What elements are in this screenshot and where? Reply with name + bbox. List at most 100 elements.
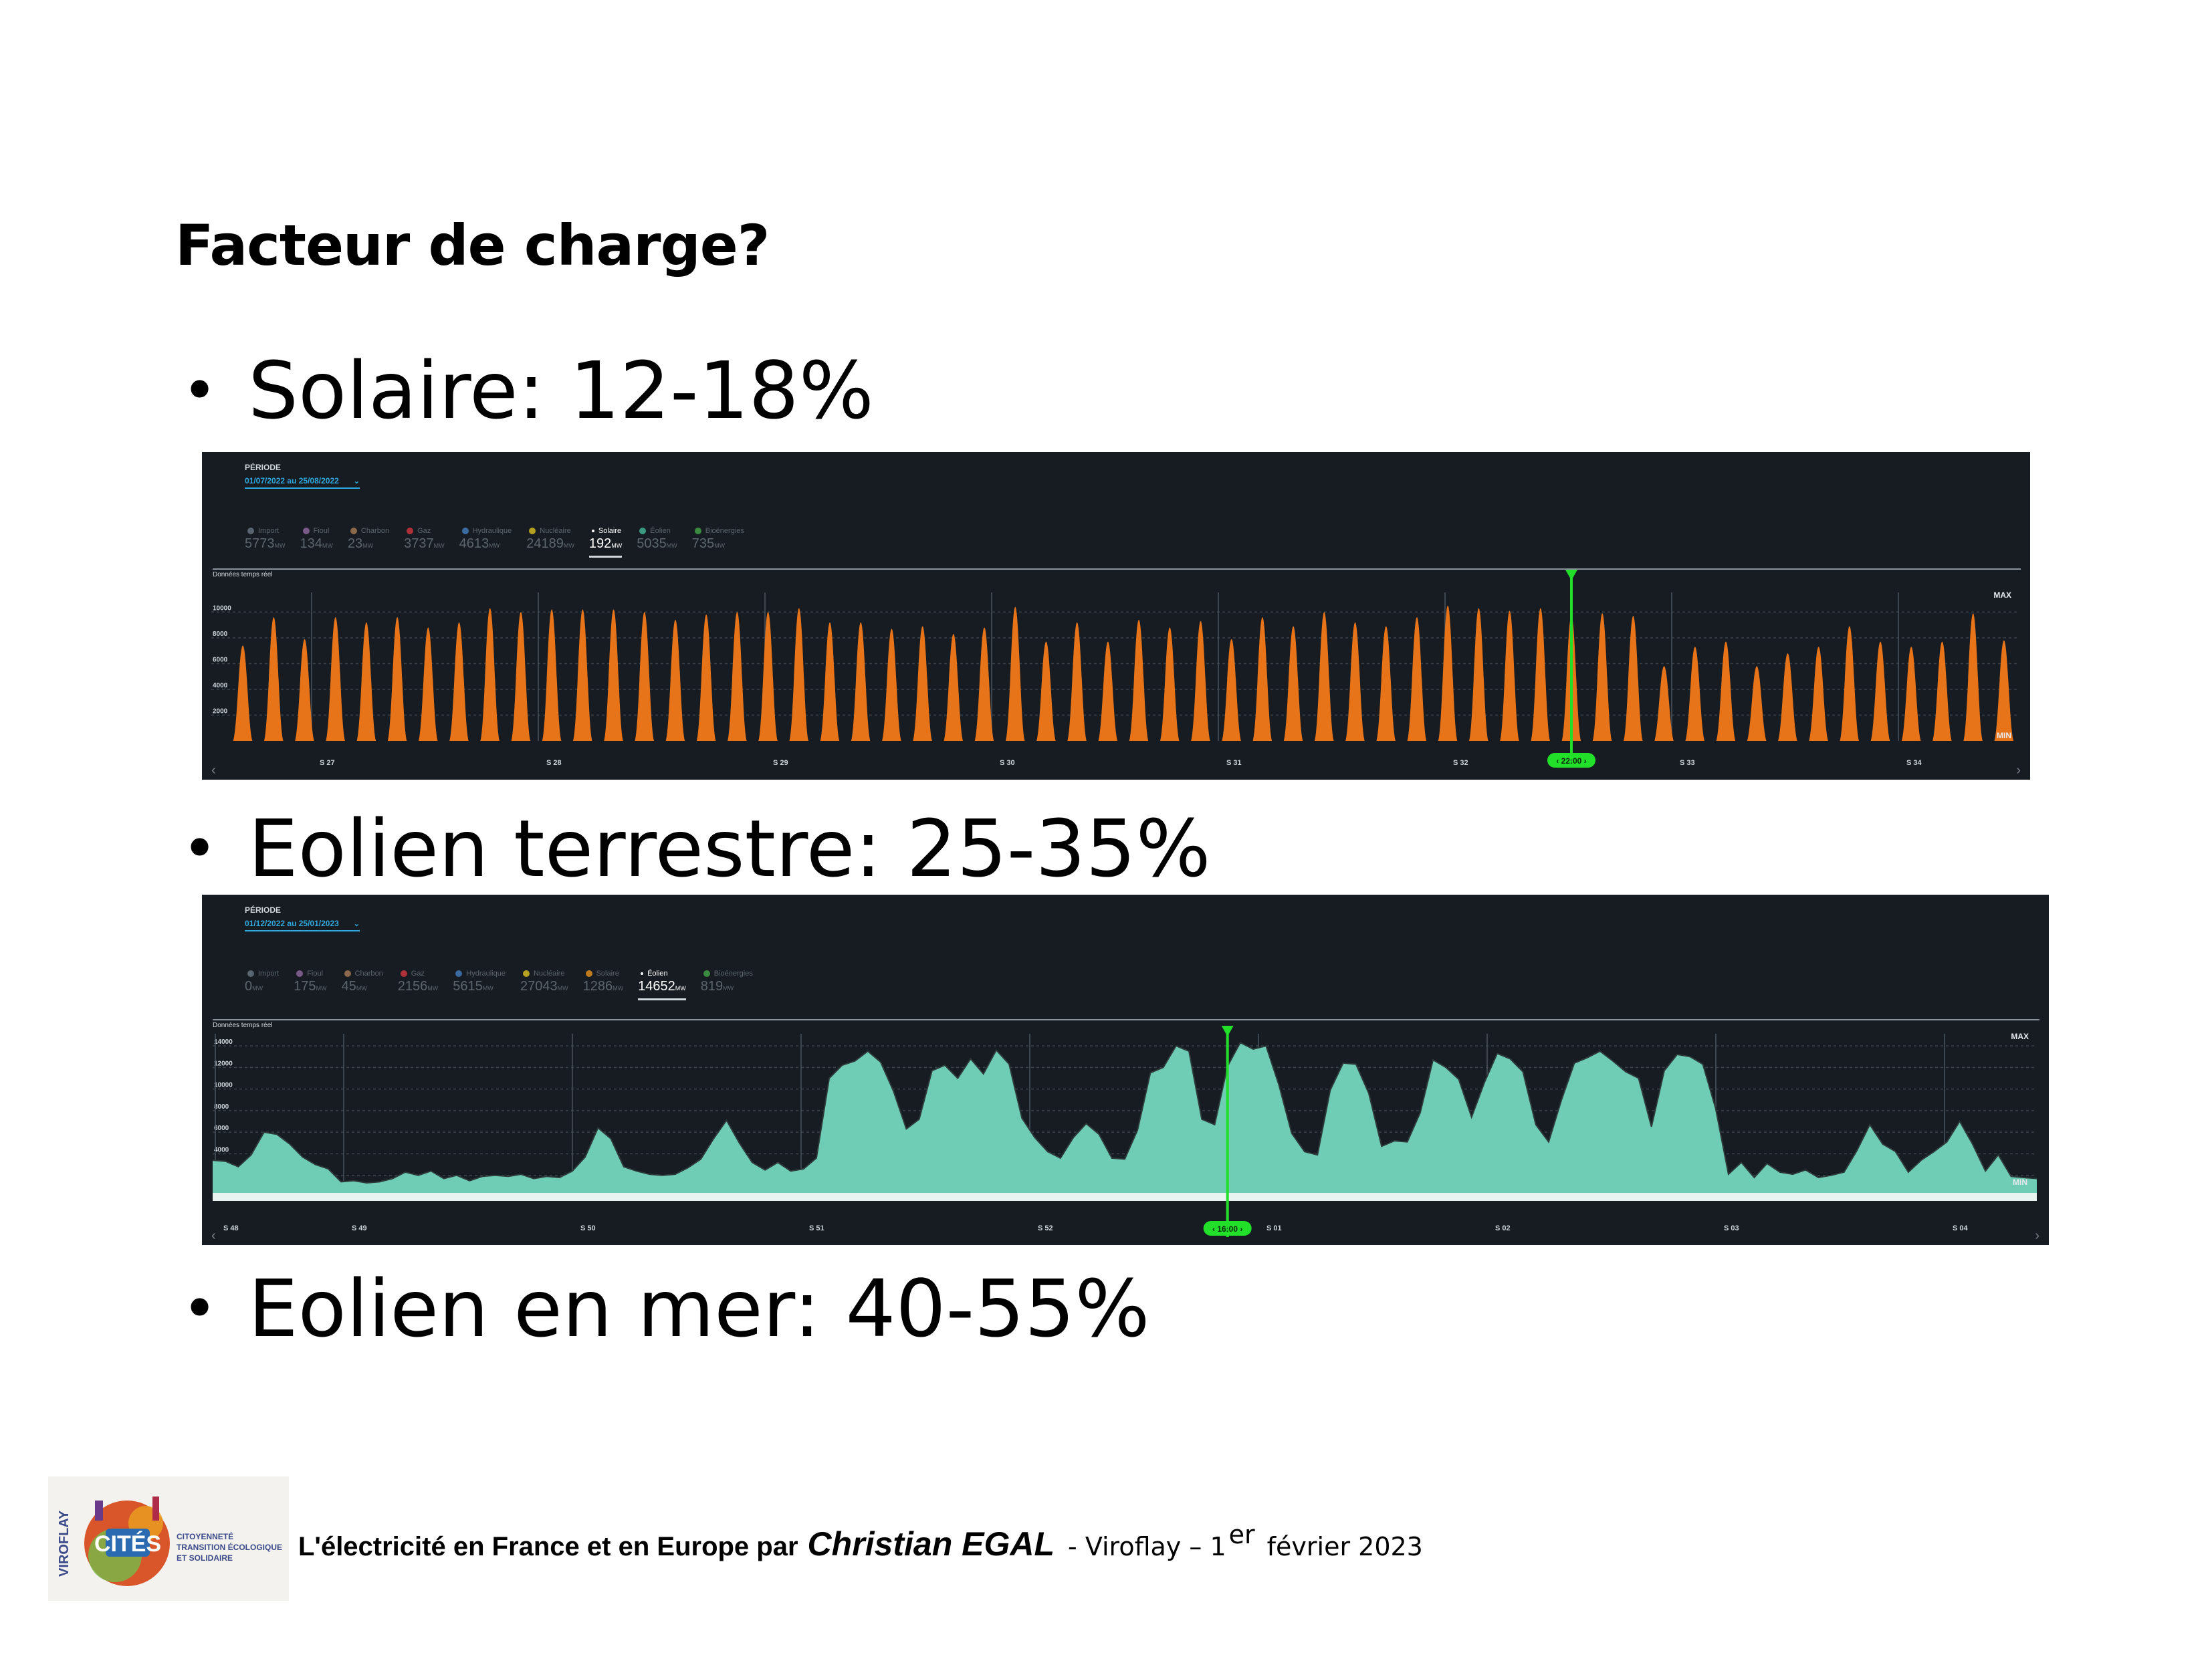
legend-dot-icon bbox=[407, 528, 414, 534]
solar-day-peak bbox=[326, 617, 346, 741]
filter-unit: MW bbox=[427, 985, 439, 992]
solar-day-peak bbox=[1005, 606, 1025, 741]
period-value: 01/07/2022 au 25/08/2022 bbox=[245, 476, 339, 485]
filter-tab-solaire[interactable]: Solaire 1286MW bbox=[583, 970, 624, 1000]
nav-next-arrow[interactable]: › bbox=[2035, 1228, 2039, 1243]
filter-tab-bioénergies[interactable]: Bioénergies 819MW bbox=[701, 970, 753, 1000]
filter-tab-bioénergies[interactable]: Bioénergies 735MW bbox=[692, 527, 744, 558]
filter-name: Import bbox=[245, 970, 279, 978]
filter-label: Import bbox=[258, 970, 280, 978]
filter-tab-charbon[interactable]: Charbon 23MW bbox=[348, 527, 389, 558]
solar-day-peak bbox=[789, 608, 809, 741]
filter-tab-fioul[interactable]: Fioul 134MW bbox=[300, 527, 333, 558]
filter-value-number: 24189 bbox=[526, 536, 564, 551]
filter-tab-nucléaire[interactable]: Nucléaire 27043MW bbox=[520, 970, 568, 1000]
filter-tab-hydraulique[interactable]: Hydraulique 5615MW bbox=[453, 970, 506, 1000]
filter-tab-solaire[interactable]: Solaire 192MW bbox=[588, 527, 623, 558]
filter-tab-éolien[interactable]: Éolien 5035MW bbox=[637, 527, 677, 558]
filter-value: 134MW bbox=[300, 536, 333, 552]
filter-name: Hydraulique bbox=[453, 970, 506, 978]
filter-name: Nucléaire bbox=[526, 527, 574, 535]
solar-production-chart[interactable]: 2000 4000 6000 8000 10000 S 27 S 28 S 29 S 30 S 3… bbox=[202, 452, 2030, 780]
x-tick-label: S 48 bbox=[223, 1224, 239, 1232]
filter-label: Nucléaire bbox=[533, 970, 565, 978]
realtime-label: Données temps réel bbox=[213, 1022, 273, 1029]
solar-day-peak bbox=[1778, 653, 1797, 741]
legend-dot-icon bbox=[639, 528, 647, 534]
filter-label: Éolien bbox=[647, 970, 668, 978]
footer-sup: er bbox=[1228, 1520, 1255, 1549]
y-tick-label: 8000 bbox=[214, 1103, 229, 1111]
solar-day-peak bbox=[1685, 647, 1705, 741]
solar-day-peak bbox=[851, 622, 871, 741]
filter-unit: MW bbox=[362, 542, 374, 549]
bullet-offshore-text: Eolien en mer: 40-55% bbox=[248, 1262, 1150, 1355]
x-tick-label: S 34 bbox=[1906, 759, 1922, 767]
filter-tab-gaz[interactable]: Gaz 2156MW bbox=[398, 970, 439, 1000]
filter-tab-import[interactable]: Import 0MW bbox=[245, 970, 279, 1000]
x-tick-label: S 28 bbox=[546, 759, 562, 767]
logo-sub-3: ET SOLIDAIRE bbox=[177, 1553, 233, 1563]
x-tick-label: S 01 bbox=[1266, 1224, 1282, 1232]
solar-day-peak bbox=[1500, 611, 1519, 741]
filter-unit: MW bbox=[252, 985, 263, 992]
bullet-solar-text: Solaire: 12-18% bbox=[248, 344, 874, 437]
filter-unit: MW bbox=[316, 985, 327, 992]
filter-tab-éolien[interactable]: Éolien 14652MW bbox=[638, 970, 686, 1000]
solar-day-peak bbox=[295, 639, 314, 741]
filter-value: 5615MW bbox=[453, 979, 506, 994]
filter-value-number: 14652 bbox=[638, 979, 675, 994]
filter-unit: MW bbox=[489, 542, 500, 549]
filter-name: Éolien bbox=[637, 527, 677, 535]
filter-value-number: 5615 bbox=[453, 979, 483, 994]
solar-day-peak bbox=[1624, 616, 1643, 741]
bullet-offshore: • Eolien en mer: 40-55% bbox=[182, 1262, 1149, 1355]
filter-unit: MW bbox=[613, 985, 624, 992]
solar-day-peak bbox=[356, 622, 376, 741]
chevron-down-icon: ⌄ bbox=[353, 919, 360, 928]
cites-logo: VIROFLAY CITÉS CITOYENNETÉ TRANSITION ÉC… bbox=[48, 1476, 289, 1601]
max-label: MAX bbox=[2011, 1032, 2029, 1041]
nav-prev-arrow[interactable]: ‹ bbox=[211, 1228, 216, 1243]
filter-unit: MW bbox=[482, 985, 493, 992]
solar-day-peak bbox=[1716, 641, 1736, 741]
solar-day-peak bbox=[882, 629, 901, 741]
solar-day-peak bbox=[1654, 666, 1674, 741]
wind-production-chart[interactable]: 02000400060008000100001200014000S 48S 49… bbox=[202, 895, 2049, 1245]
wind-chart-panel: PÉRIODE 01/12/2022 au 25/01/2023 ⌄ Impor… bbox=[202, 895, 2049, 1245]
filter-value: 175MW bbox=[294, 979, 326, 994]
filter-name: Nucléaire bbox=[520, 970, 568, 978]
filter-tab-hydraulique[interactable]: Hydraulique 4613MW bbox=[459, 527, 512, 558]
filter-label: Import bbox=[258, 527, 280, 535]
logo-sub-2: TRANSITION ÉCOLOGIQUE bbox=[177, 1542, 282, 1552]
solar-day-peak bbox=[542, 609, 562, 741]
filter-value: 192MW bbox=[589, 536, 622, 552]
solar-day-peak bbox=[480, 608, 500, 741]
nav-prev-arrow[interactable]: ‹ bbox=[211, 763, 216, 778]
footer-title: L'électricité en France et en Europe par bbox=[298, 1532, 798, 1561]
bullet-dot: • bbox=[182, 813, 218, 884]
solar-day-peak bbox=[1098, 641, 1118, 741]
filter-tab-gaz[interactable]: Gaz 3737MW bbox=[404, 527, 445, 558]
filter-tab-fioul[interactable]: Fioul 175MW bbox=[294, 970, 326, 1000]
legend-dot-icon bbox=[455, 970, 463, 977]
period-select[interactable]: 01/07/2022 au 25/08/2022 ⌄ bbox=[245, 476, 360, 489]
y-tick-label: 10000 bbox=[214, 1082, 233, 1089]
filter-value: 735MW bbox=[692, 536, 744, 552]
x-tick-label: S 30 bbox=[1000, 759, 1015, 767]
period-select[interactable]: 01/12/2022 au 25/01/2023 ⌄ bbox=[245, 919, 360, 931]
source-filter-tabs: Import 0MW Fioul 175MW Charbon 45MW Gaz 2156MW H… bbox=[245, 970, 753, 1000]
solar-day-peak bbox=[1469, 608, 1488, 741]
cursor-time-label: ‹ 22:00 › bbox=[1556, 756, 1586, 766]
filter-tab-charbon[interactable]: Charbon 45MW bbox=[342, 970, 383, 1000]
y-tick-label: 6000 bbox=[213, 656, 228, 663]
nav-next-arrow[interactable]: › bbox=[2016, 763, 2021, 778]
filter-tab-nucléaire[interactable]: Nucléaire 24189MW bbox=[526, 527, 574, 558]
solar-day-peak bbox=[1067, 622, 1087, 741]
filter-name: Gaz bbox=[398, 970, 439, 978]
legend-dot-icon bbox=[694, 528, 701, 534]
y-tick-label: 2000 bbox=[213, 707, 228, 715]
filter-value-number: 2156 bbox=[397, 979, 428, 994]
filter-tab-import[interactable]: Import 5773MW bbox=[245, 527, 286, 558]
filter-value-number: 3737 bbox=[404, 536, 434, 551]
